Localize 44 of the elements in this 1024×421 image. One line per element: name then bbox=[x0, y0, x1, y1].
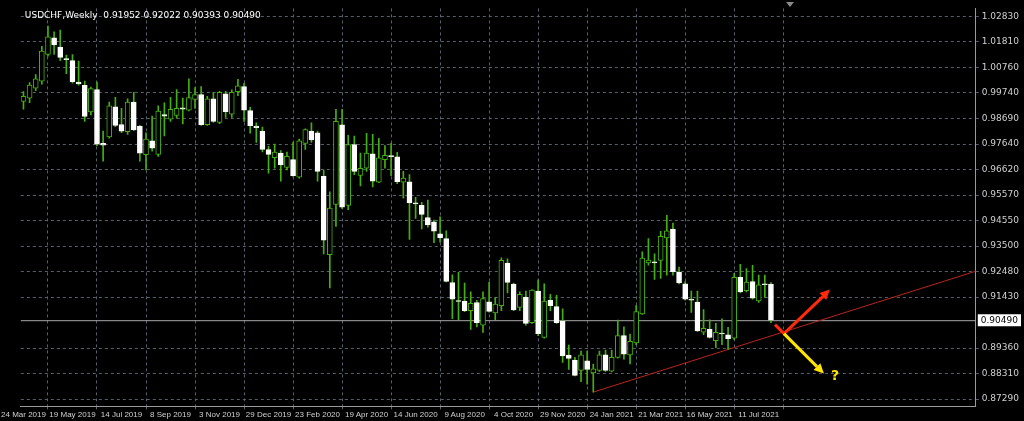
y-tick-label: 0.93500 bbox=[981, 240, 1020, 251]
x-tick-label: 9 Aug 2020 bbox=[444, 410, 486, 420]
y-tick-label: 0.97640 bbox=[981, 138, 1020, 149]
candlestick bbox=[382, 145, 388, 169]
candlestick bbox=[719, 318, 725, 345]
x-tick-label: 24 Jan 2021 bbox=[589, 410, 635, 420]
x-tick-label: 4 Oct 2020 bbox=[494, 410, 534, 420]
x-tick-label: 23 Feb 2020 bbox=[295, 410, 341, 420]
y-tick-label: 0.92480 bbox=[981, 265, 1020, 276]
x-tick-label: 21 Mar 2021 bbox=[638, 410, 684, 420]
y-tick-label: 1.02830 bbox=[981, 10, 1020, 21]
x-tick-label: 29 Nov 2020 bbox=[539, 410, 586, 420]
y-tick-label: 0.88310 bbox=[981, 368, 1020, 379]
candlestick bbox=[149, 115, 155, 152]
candlestick bbox=[688, 290, 695, 313]
y-tick-label: 0.94550 bbox=[981, 214, 1020, 225]
y-tick-label: 1.01810 bbox=[981, 35, 1020, 46]
x-tick-label: 16 May 2021 bbox=[686, 410, 734, 420]
ref-line-label: 0.90490 bbox=[980, 314, 1019, 325]
x-tick-label: 14 Jul 2019 bbox=[100, 410, 143, 420]
x-tick-label: 3 Nov 2019 bbox=[199, 410, 241, 420]
x-tick-label: 19 May 2019 bbox=[49, 410, 97, 420]
y-tick-label: 0.87290 bbox=[981, 393, 1020, 404]
x-tick-label: 19 Apr 2020 bbox=[345, 410, 389, 420]
candlestick bbox=[467, 291, 474, 330]
candlestick bbox=[762, 274, 768, 298]
x-tick-label: 8 Sep 2019 bbox=[150, 410, 192, 420]
candlestick bbox=[725, 327, 731, 350]
x-tick-label: 11 Jul 2021 bbox=[738, 410, 780, 420]
candlestick bbox=[100, 130, 106, 162]
candlestick bbox=[437, 216, 443, 243]
y-tick-label: 0.89360 bbox=[981, 342, 1020, 353]
candlestick bbox=[271, 143, 278, 169]
y-tick-label: 0.98690 bbox=[981, 112, 1020, 123]
x-tick-label: 29 Dec 2019 bbox=[245, 410, 292, 420]
y-tick-label: 1.00760 bbox=[981, 61, 1020, 72]
y-tick-label: 0.99740 bbox=[981, 86, 1020, 97]
x-tick-label: 24 Mar 2019 bbox=[1, 410, 47, 420]
annotation: ? bbox=[830, 366, 840, 383]
y-tick-label: 0.96620 bbox=[981, 163, 1020, 174]
chart-title: USDCHF,Weekly 0.91952 0.92022 0.90393 0.90490 bbox=[24, 10, 262, 21]
x-tick-label: 14 Jun 2020 bbox=[393, 410, 439, 420]
y-tick-label: 0.91430 bbox=[981, 291, 1020, 302]
y-tick-label: 0.95570 bbox=[981, 189, 1020, 200]
